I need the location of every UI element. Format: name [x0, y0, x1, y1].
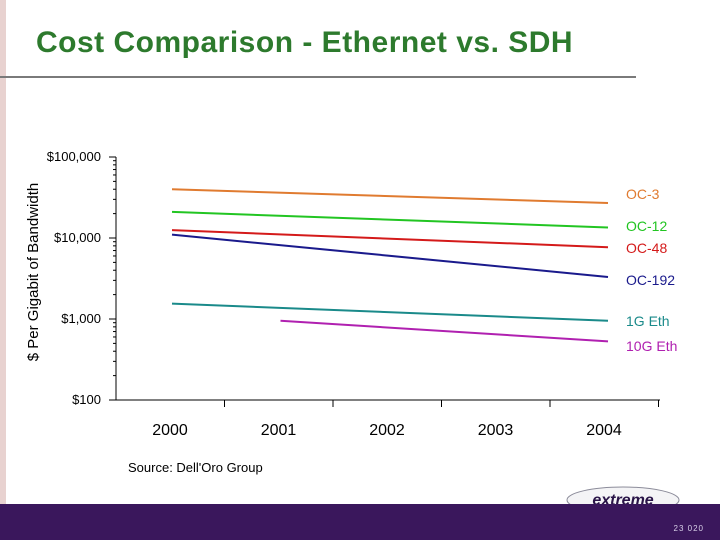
series-line-10g-eth [280, 319, 609, 343]
x-tick-label: 2004 [586, 422, 622, 439]
slide-title: Cost Comparison - Ethernet vs. SDH [36, 26, 574, 59]
title-divider [0, 76, 636, 78]
y-tick-label: $100,000 [47, 149, 101, 164]
series-label-oc-48: OC-48 [626, 240, 667, 256]
y-tick-label: $100 [72, 392, 101, 407]
series-label-oc-192: OC-192 [626, 272, 675, 288]
series-line-oc-192 [171, 233, 609, 278]
page-number: 23 020 [673, 524, 704, 533]
series-line-1g-eth [171, 302, 609, 322]
x-tick-label: 2003 [478, 422, 514, 439]
y-minor-ticks [113, 160, 116, 377]
source-note: Source: Dell'Oro Group [128, 460, 263, 475]
x-tick-label: 2001 [261, 422, 297, 439]
y-axis-label: $ Per Gigabit of Bandwidth [25, 183, 42, 361]
left-accent-bar [0, 0, 6, 540]
series-label-1g-eth: 1G Eth [626, 313, 670, 329]
x-tick-label: 2000 [152, 422, 188, 439]
x-tick-label: 2002 [369, 422, 405, 439]
footer-band [0, 504, 720, 540]
series-label-oc-3: OC-3 [626, 186, 660, 202]
series-label-10g-eth: 10G Eth [626, 338, 677, 354]
series-line-oc-12 [171, 210, 609, 229]
y-tick-label: $1,000 [61, 311, 101, 326]
y-tick-label: $10,000 [54, 230, 101, 245]
series-line-oc-3 [171, 188, 609, 205]
series-label-oc-12: OC-12 [626, 218, 667, 234]
series-line-oc-48 [171, 229, 609, 249]
